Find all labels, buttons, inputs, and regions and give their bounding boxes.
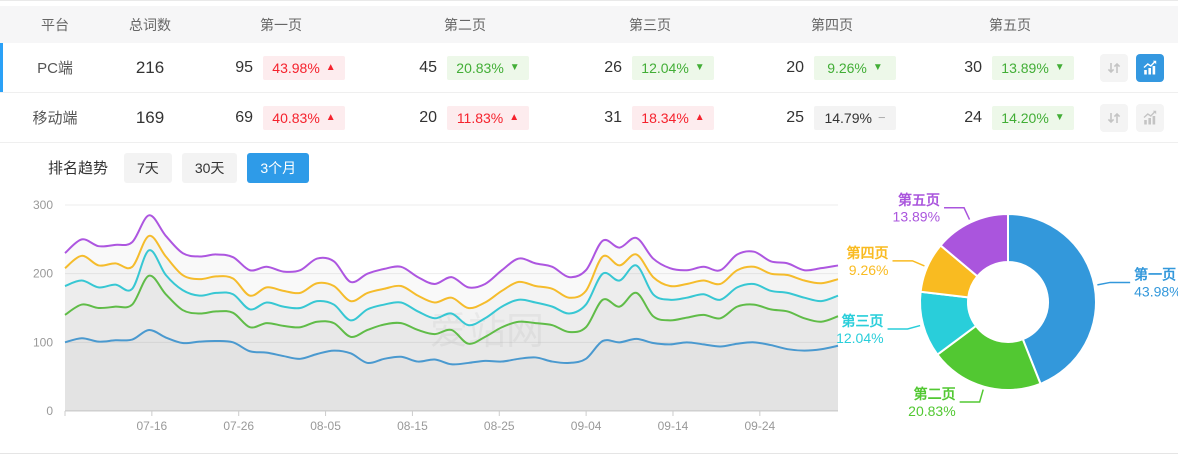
total-words-value: 216: [135, 57, 165, 77]
page2-change-badge: 11.83% ▲: [447, 105, 529, 130]
trend-arrow-icon: −: [877, 110, 886, 125]
col-header-page2: 第二页: [444, 16, 486, 33]
ranking-summary-table: 平台 总词数 第一页 第二页 第三页 第四页 第五页 PC端 216 95 43…: [0, 1, 1178, 143]
trend-arrow-icon: ▲: [325, 111, 336, 123]
trend-arrow-icon: ▼: [1054, 61, 1065, 73]
page3-count: 26: [604, 58, 622, 76]
svg-text:100: 100: [33, 335, 53, 349]
trend-arrow-icon: ▼: [509, 61, 520, 73]
trend-arrow-icon: ▲: [509, 111, 520, 123]
svg-text:09-14: 09-14: [658, 419, 689, 433]
tab-30days[interactable]: 30天: [181, 152, 238, 183]
table-header-row: 平台 总词数 第一页 第二页 第三页 第四页 第五页: [0, 6, 1178, 43]
trend-section-header: 排名趋势 7天 30天 3个月: [0, 143, 1178, 192]
page1-change-badge: 40.83% ▲: [263, 105, 345, 130]
page4-change-badge: 14.79% −: [814, 105, 896, 130]
page2-change-badge: 20.83% ▼: [447, 55, 529, 80]
sort-arrows-icon: [1107, 112, 1121, 123]
page3-change-badge: 12.04% ▼: [632, 55, 714, 80]
svg-text:43.98%: 43.98%: [1134, 283, 1178, 299]
svg-text:0: 0: [46, 404, 53, 418]
charts-area: 0 100 200 300 07-16 07-26 08-05 08-15 08-25 09-04…: [0, 192, 1178, 456]
page3-change-badge: 18.34% ▲: [632, 105, 714, 130]
tab-3months[interactable]: 3个月: [247, 152, 310, 183]
svg-text:20.83%: 20.83%: [908, 403, 955, 419]
svg-text:09-24: 09-24: [744, 419, 775, 433]
trend-arrow-icon: ▼: [872, 61, 883, 73]
sort-compare-button[interactable]: [1100, 103, 1128, 132]
svg-text:200: 200: [33, 267, 53, 281]
page4-count: 25: [786, 108, 804, 126]
svg-text:08-25: 08-25: [484, 419, 515, 433]
col-header-page5: 第五页: [989, 16, 1031, 33]
svg-text:第三页: 第三页: [842, 313, 884, 329]
page4-change-badge: 9.26% ▼: [814, 55, 896, 80]
platform-label: 移动端: [32, 110, 78, 127]
svg-text:08-05: 08-05: [310, 419, 341, 433]
tab-7days[interactable]: 7天: [124, 152, 172, 183]
svg-text:07-26: 07-26: [223, 419, 254, 433]
trend-arrow-icon: ▼: [694, 61, 705, 73]
show-trend-chart-button[interactable]: [1136, 103, 1164, 132]
table-row-pc[interactable]: PC端 216 95 43.98% ▲ 45 20.83% ▼ 26 12.04% ▼…: [0, 43, 1178, 93]
svg-text:9.26%: 9.26%: [849, 262, 889, 278]
page1-count: 69: [235, 108, 253, 126]
page5-count: 24: [964, 108, 982, 126]
page2-count: 45: [419, 58, 437, 76]
page2-count: 20: [419, 108, 437, 126]
trend-chart-icon: [1143, 110, 1157, 124]
svg-text:13.89%: 13.89%: [893, 209, 940, 225]
page1-count: 95: [235, 58, 253, 76]
table-row-mobile[interactable]: 移动端 169 69 40.83% ▲ 20 11.83% ▲ 31 18.34% ▲…: [0, 93, 1178, 143]
svg-text:第四页: 第四页: [847, 245, 889, 261]
sort-arrows-icon: [1107, 62, 1121, 73]
total-words-value: 169: [135, 107, 165, 127]
trend-arrow-icon: ▲: [325, 61, 336, 73]
svg-text:07-16: 07-16: [137, 419, 168, 433]
page5-count: 30: [964, 58, 982, 76]
svg-text:第二页: 第二页: [914, 386, 956, 402]
col-header-page1: 第一页: [260, 16, 302, 33]
svg-text:08-15: 08-15: [397, 419, 428, 433]
col-header-total: 总词数: [129, 16, 171, 33]
col-header-page3: 第三页: [629, 16, 671, 33]
page5-change-badge: 14.20% ▼: [992, 105, 1074, 130]
svg-text:09-04: 09-04: [571, 419, 602, 433]
trend-chart-icon: [1143, 60, 1157, 74]
platform-label: PC端: [37, 60, 73, 77]
col-header-page4: 第四页: [811, 16, 853, 33]
page5-change-badge: 13.89% ▼: [992, 55, 1074, 80]
page3-count: 31: [604, 108, 622, 126]
svg-text:300: 300: [33, 198, 53, 212]
sort-compare-button[interactable]: [1100, 53, 1128, 82]
svg-text:第一页: 第一页: [1134, 266, 1176, 282]
page1-change-badge: 43.98% ▲: [263, 55, 345, 80]
ranking-trend-line-chart: 0 100 200 300 07-16 07-26 08-05 08-15 08-25 09-04…: [33, 198, 839, 433]
col-header-platform: 平台: [41, 16, 69, 33]
trend-section-title: 排名趋势: [48, 160, 109, 177]
show-trend-chart-button[interactable]: [1136, 53, 1164, 82]
trend-arrow-icon: ▲: [694, 111, 705, 123]
svg-text:第五页: 第五页: [898, 192, 940, 208]
svg-text:12.04%: 12.04%: [836, 330, 883, 346]
page4-count: 20: [786, 58, 804, 76]
trend-arrow-icon: ▼: [1054, 111, 1065, 123]
